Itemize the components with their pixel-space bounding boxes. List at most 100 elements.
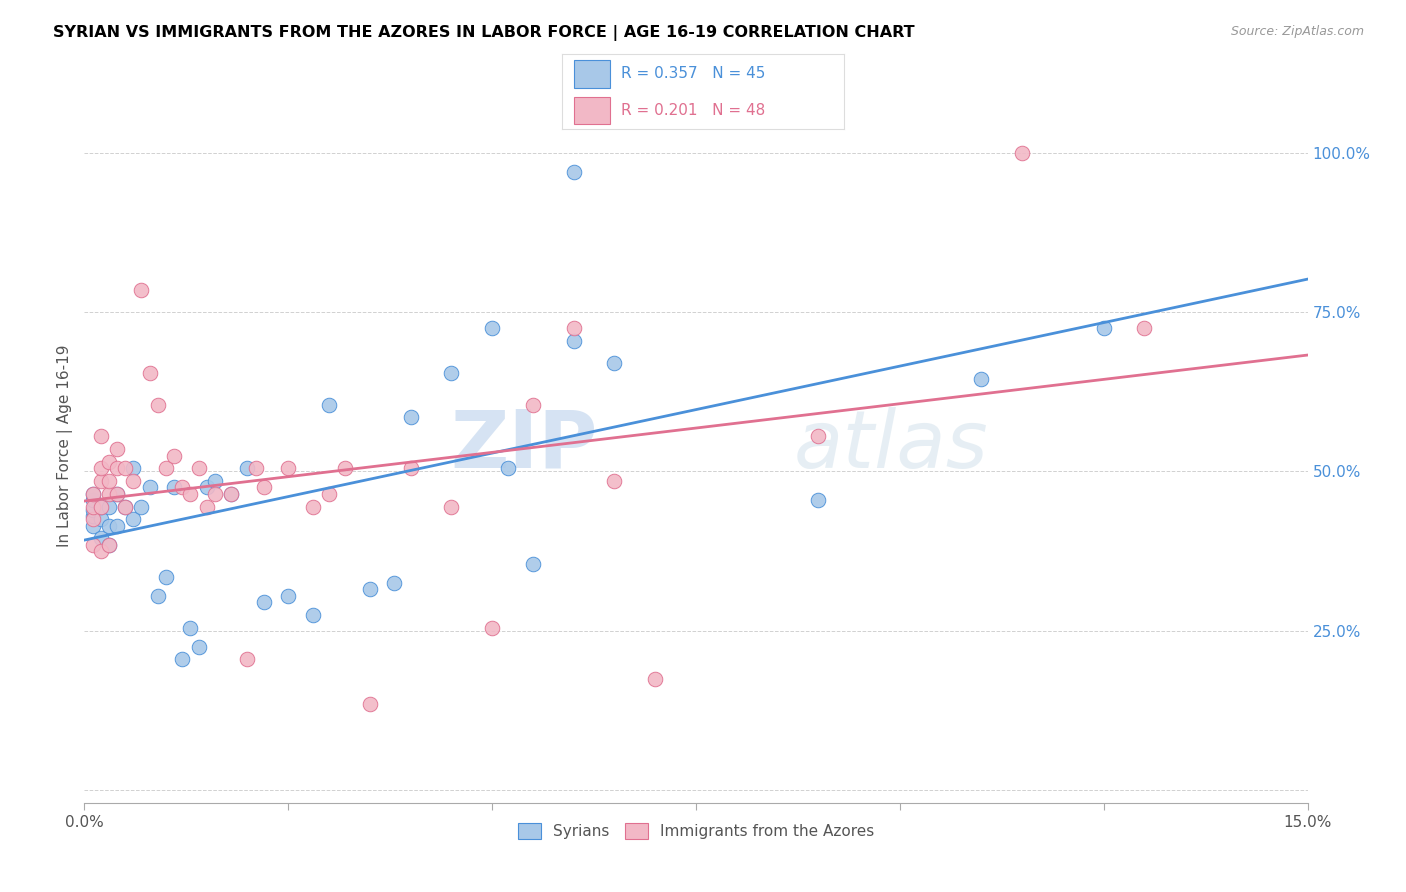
Point	[204, 487, 226, 501]
Point	[399, 461, 422, 475]
Point	[172, 480, 194, 494]
Point	[155, 569, 177, 583]
Point	[562, 334, 585, 348]
Point	[236, 461, 259, 475]
Point	[122, 474, 145, 488]
Point	[440, 366, 463, 380]
Point	[335, 461, 357, 475]
Point	[97, 487, 120, 501]
Point	[82, 538, 104, 552]
Point	[97, 500, 120, 514]
Point	[440, 500, 463, 514]
Point	[90, 544, 112, 558]
Point	[204, 474, 226, 488]
Point	[146, 589, 169, 603]
Point	[114, 500, 136, 514]
Point	[90, 500, 112, 514]
Point	[219, 487, 242, 501]
Point	[562, 321, 585, 335]
Point	[318, 398, 340, 412]
Point	[187, 461, 209, 475]
Point	[245, 461, 267, 475]
Point	[155, 461, 177, 475]
Point	[359, 697, 381, 711]
Point	[105, 518, 128, 533]
Point	[603, 356, 626, 370]
Point	[82, 509, 104, 524]
Point	[146, 398, 169, 412]
Point	[138, 366, 160, 380]
Point	[82, 512, 104, 526]
Point	[195, 480, 218, 494]
Text: Source: ZipAtlas.com: Source: ZipAtlas.com	[1230, 25, 1364, 38]
Point	[114, 461, 136, 475]
Point	[97, 455, 120, 469]
Point	[603, 474, 626, 488]
Y-axis label: In Labor Force | Age 16-19: In Labor Force | Age 16-19	[58, 344, 73, 548]
FancyBboxPatch shape	[574, 61, 610, 87]
Text: ZIP: ZIP	[451, 407, 598, 485]
Point	[359, 582, 381, 597]
Point	[970, 372, 993, 386]
Point	[163, 449, 186, 463]
Point	[105, 487, 128, 501]
Point	[1092, 321, 1115, 335]
FancyBboxPatch shape	[574, 96, 610, 124]
Point	[97, 538, 120, 552]
Point	[644, 672, 666, 686]
Point	[219, 487, 242, 501]
Point	[236, 652, 259, 666]
Point	[82, 500, 104, 514]
Point	[82, 487, 104, 501]
Point	[179, 621, 201, 635]
Point	[498, 461, 520, 475]
Point	[195, 500, 218, 514]
Point	[172, 652, 194, 666]
Point	[97, 474, 120, 488]
Point	[90, 429, 112, 443]
Text: SYRIAN VS IMMIGRANTS FROM THE AZORES IN LABOR FORCE | AGE 16-19 CORRELATION CHAR: SYRIAN VS IMMIGRANTS FROM THE AZORES IN …	[53, 25, 915, 41]
Point	[301, 607, 323, 622]
Point	[82, 493, 104, 508]
Point	[131, 283, 153, 297]
Point	[97, 518, 120, 533]
Point	[277, 461, 299, 475]
Point	[105, 442, 128, 457]
Point	[82, 502, 104, 516]
Point	[114, 500, 136, 514]
Point	[807, 493, 830, 508]
Point	[318, 487, 340, 501]
Point	[277, 589, 299, 603]
Point	[253, 480, 276, 494]
Point	[82, 518, 104, 533]
Point	[179, 487, 201, 501]
Point	[253, 595, 276, 609]
Point	[122, 512, 145, 526]
Point	[382, 576, 405, 591]
Point	[301, 500, 323, 514]
Point	[97, 538, 120, 552]
Point	[90, 512, 112, 526]
Point	[90, 474, 112, 488]
Point	[522, 557, 544, 571]
Point	[1011, 145, 1033, 160]
Point	[562, 165, 585, 179]
Point	[105, 487, 128, 501]
Point	[90, 461, 112, 475]
Point	[163, 480, 186, 494]
Point	[399, 410, 422, 425]
Point	[90, 532, 112, 546]
Point	[138, 480, 160, 494]
Point	[187, 640, 209, 654]
Point	[522, 398, 544, 412]
Point	[90, 500, 112, 514]
Text: R = 0.201   N = 48: R = 0.201 N = 48	[621, 103, 766, 118]
Point	[481, 321, 503, 335]
Point	[1133, 321, 1156, 335]
Point	[122, 461, 145, 475]
Legend: Syrians, Immigrants from the Azores: Syrians, Immigrants from the Azores	[512, 817, 880, 845]
Point	[807, 429, 830, 443]
Point	[481, 621, 503, 635]
Text: atlas: atlas	[794, 407, 988, 485]
Point	[105, 461, 128, 475]
